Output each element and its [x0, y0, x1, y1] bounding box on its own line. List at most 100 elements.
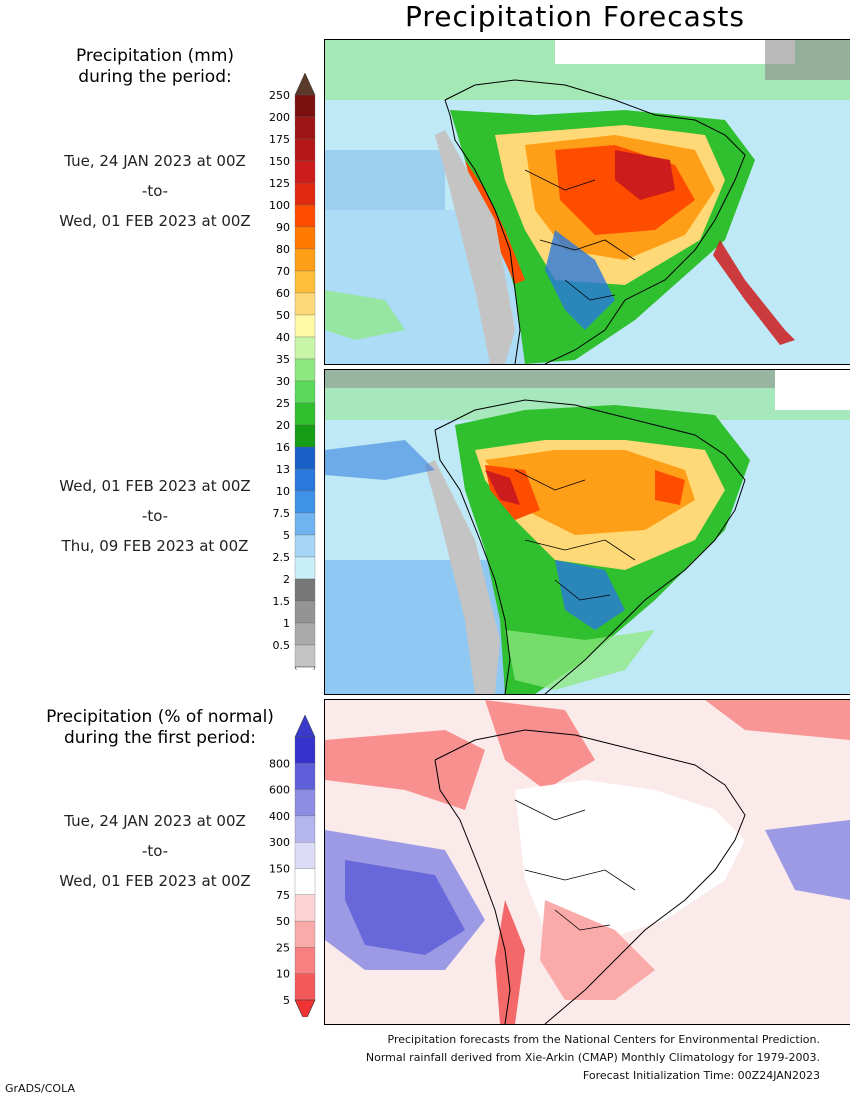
colorbar-label: 125 [269, 177, 290, 190]
colorbar-label: 250 [269, 89, 290, 102]
colorbar-swatch [294, 160, 316, 184]
colorbar-label: 60 [276, 287, 290, 300]
colorbar-swatch [294, 204, 316, 228]
colorbar-label: 13 [276, 463, 290, 476]
colorbar-label: 150 [269, 155, 290, 168]
colorbar-bottom-arrow [294, 999, 316, 1017]
colorbar-swatch [294, 842, 316, 869]
colorbar-label: 50 [276, 309, 290, 322]
pct-legend-title-line2: during the first period: [63, 728, 257, 748]
colorbar-swatch [294, 578, 316, 602]
pct-legend-title: Precipitation (% of normal) during the f… [0, 707, 320, 749]
colorbar-top-arrow [294, 714, 316, 738]
period-1-label: Tue, 24 JAN 2023 at 00Z -to- Wed, 01 FEB… [0, 152, 310, 242]
colorbar-swatch [294, 94, 316, 118]
forecast-map-period-1 [324, 39, 850, 365]
colorbar-swatch [294, 424, 316, 448]
period-2-end: Thu, 09 FEB 2023 at 00Z [61, 537, 249, 555]
period-3-label: Tue, 24 JAN 2023 at 00Z -to- Wed, 01 FEB… [0, 812, 310, 902]
period-1-sep: -to- [141, 182, 169, 200]
colorbar-label: 30 [276, 375, 290, 388]
colorbar-swatch [294, 947, 316, 974]
pct-legend-title-line1: Precipitation (% of normal) [46, 707, 274, 727]
colorbar-swatch [294, 314, 316, 338]
colorbar-label: 16 [276, 441, 290, 454]
colorbar-swatch [294, 358, 316, 382]
precip-pct-colorbar: 800 600 400 300 150 75 50 25 10 5 [269, 714, 316, 1017]
colorbar-swatch [294, 512, 316, 536]
colorbar-swatch [294, 446, 316, 470]
colorbar-swatch [294, 868, 316, 895]
mm-legend-title: Precipitation (mm) during the period: [0, 46, 310, 88]
colorbar-label: 10 [276, 968, 290, 981]
colorbar-label: 10 [276, 485, 290, 498]
colorbar-label: 90 [276, 221, 290, 234]
colorbar-label: 25 [276, 941, 290, 954]
colorbar-label: 400 [269, 810, 290, 823]
colorbar-label: 40 [276, 331, 290, 344]
colorbar-label: 70 [276, 265, 290, 278]
colorbar-swatch [294, 556, 316, 580]
colorbar-swatch [294, 116, 316, 140]
colorbar-swatch [294, 270, 316, 294]
colorbar-swatch [294, 138, 316, 162]
colorbar-label: 1.5 [273, 595, 291, 608]
colorbar-label: 20 [276, 419, 290, 432]
period-1-end: Wed, 01 FEB 2023 at 00Z [59, 212, 251, 230]
colorbar-label: 100 [269, 199, 290, 212]
colorbar-swatch [294, 644, 316, 668]
colorbar-label: 1 [283, 617, 290, 630]
footer-line2: Normal rainfall derived from Xie-Arkin (… [365, 1051, 820, 1064]
period-2-sep: -to- [141, 507, 169, 525]
colorbar-top-arrow [294, 72, 316, 96]
colorbar-label: 175 [269, 133, 290, 146]
colorbar-swatch [294, 402, 316, 426]
footer-line3: Forecast Initialization Time: 00Z24JAN20… [582, 1069, 820, 1082]
colorbar-swatch [294, 789, 316, 817]
footer-notes: Precipitation forecasts from the Nationa… [366, 1031, 820, 1085]
footer-line1: Precipitation forecasts from the Nationa… [387, 1033, 821, 1046]
period-3-sep: -to- [141, 842, 169, 860]
percent-normal-map [324, 699, 850, 1025]
forecast-map-period-2 [324, 369, 850, 695]
colorbar-swatch [294, 815, 316, 843]
colorbar-label: 5 [283, 529, 290, 542]
colorbar-swatch [294, 292, 316, 316]
period-2-label: Wed, 01 FEB 2023 at 00Z -to- Thu, 09 FEB… [0, 477, 310, 567]
colorbar-bottom-arrow [294, 666, 316, 670]
colorbar-label: 2 [283, 573, 290, 586]
colorbar-label: 5 [283, 994, 290, 1007]
grads-credit: GrADS/COLA [5, 1082, 75, 1095]
colorbar-label: 80 [276, 243, 290, 256]
colorbar-swatch [294, 226, 316, 250]
colorbar-label: 200 [269, 111, 290, 124]
colorbar-swatch [294, 248, 316, 272]
period-2-start: Wed, 01 FEB 2023 at 00Z [59, 477, 251, 495]
colorbar-label: 7.5 [273, 507, 291, 520]
colorbar-label: 75 [276, 889, 290, 902]
colorbar-label: 300 [269, 836, 290, 849]
colorbar-swatch [294, 490, 316, 514]
colorbar-swatch [294, 336, 316, 360]
colorbar-swatch [294, 894, 316, 922]
colorbar-swatch [294, 600, 316, 624]
colorbar-swatch [294, 973, 316, 1001]
colorbar-swatch [294, 622, 316, 646]
colorbar-swatch [294, 380, 316, 404]
colorbar-swatch [294, 920, 316, 948]
page-title: Precipitation Forecasts [405, 0, 745, 33]
precip-mm-colorbar: 2502001751501251009080706050403530252016… [269, 72, 316, 670]
colorbar-label: 800 [269, 757, 290, 770]
colorbar-swatch [294, 468, 316, 492]
colorbar-swatch [294, 763, 316, 790]
colorbar-label: 35 [276, 353, 290, 366]
colorbar-label: 25 [276, 397, 290, 410]
colorbar-label: 0.5 [273, 639, 291, 652]
colorbar-swatch [294, 534, 316, 558]
period-3-start: Tue, 24 JAN 2023 at 00Z [64, 812, 246, 830]
period-3-end: Wed, 01 FEB 2023 at 00Z [59, 872, 251, 890]
colorbar-label: 600 [269, 784, 290, 797]
colorbar-label: 50 [276, 915, 290, 928]
colorbar-label: 150 [269, 863, 290, 876]
mm-legend-title-line1: Precipitation (mm) [75, 46, 235, 66]
